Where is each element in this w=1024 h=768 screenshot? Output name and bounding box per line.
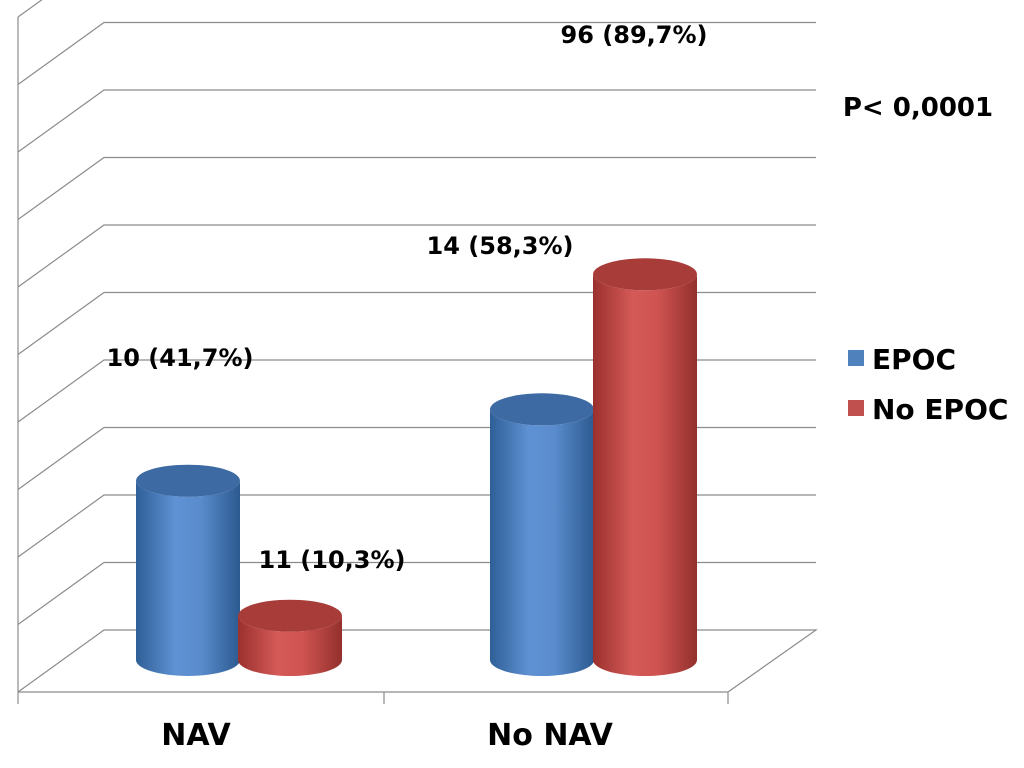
bar-top [238, 599, 342, 632]
gridlines [17, 0, 818, 704]
legend-swatch-epoc [848, 350, 864, 366]
data-labels: 10 (41,7%) 14 (58,3%) 11 (10,3%) 96 (89,… [107, 21, 708, 574]
legend-label-epoc: EPOC [872, 343, 956, 376]
bar-body [593, 274, 697, 676]
category-label-nav: NAV [161, 718, 231, 753]
p-value-annotation: P< 0,0001 [843, 93, 993, 123]
bar-top [490, 393, 594, 426]
data-label-epoc-nav: 10 (41,7%) [107, 344, 254, 372]
gridline [17, 359, 816, 423]
data-label-no-epoc-nav: 11 (10,3%) [259, 546, 406, 574]
legend: EPOC No EPOC [848, 343, 1008, 426]
data-label-no-epoc-no-nav: 96 (89,7%) [561, 21, 708, 49]
bar-epoc-no-nav [490, 393, 594, 676]
category-labels: NAV No NAV [161, 718, 613, 753]
bars [136, 258, 697, 676]
gridline [17, 224, 816, 288]
gridline [17, 0, 43, 18]
bar-no-epoc-nav [238, 599, 342, 676]
bar-no-epoc-no-nav [593, 258, 697, 676]
category-label-no-nav: No NAV [487, 718, 613, 753]
bar-body [136, 480, 240, 676]
bar-body [490, 409, 594, 676]
data-label-epoc-no-nav: 14 (58,3%) [427, 232, 574, 260]
gridline [17, 156, 816, 220]
gridline [17, 89, 816, 153]
gridline [17, 291, 816, 355]
gridline [17, 21, 816, 85]
legend-swatch-no-epoc [848, 400, 864, 416]
chart-floor [17, 629, 818, 693]
bar-body [238, 615, 342, 676]
legend-label-no-epoc: No EPOC [872, 393, 1008, 426]
bar-top [593, 258, 697, 291]
bar-epoc-nav [136, 464, 240, 676]
bar-top [136, 464, 240, 497]
